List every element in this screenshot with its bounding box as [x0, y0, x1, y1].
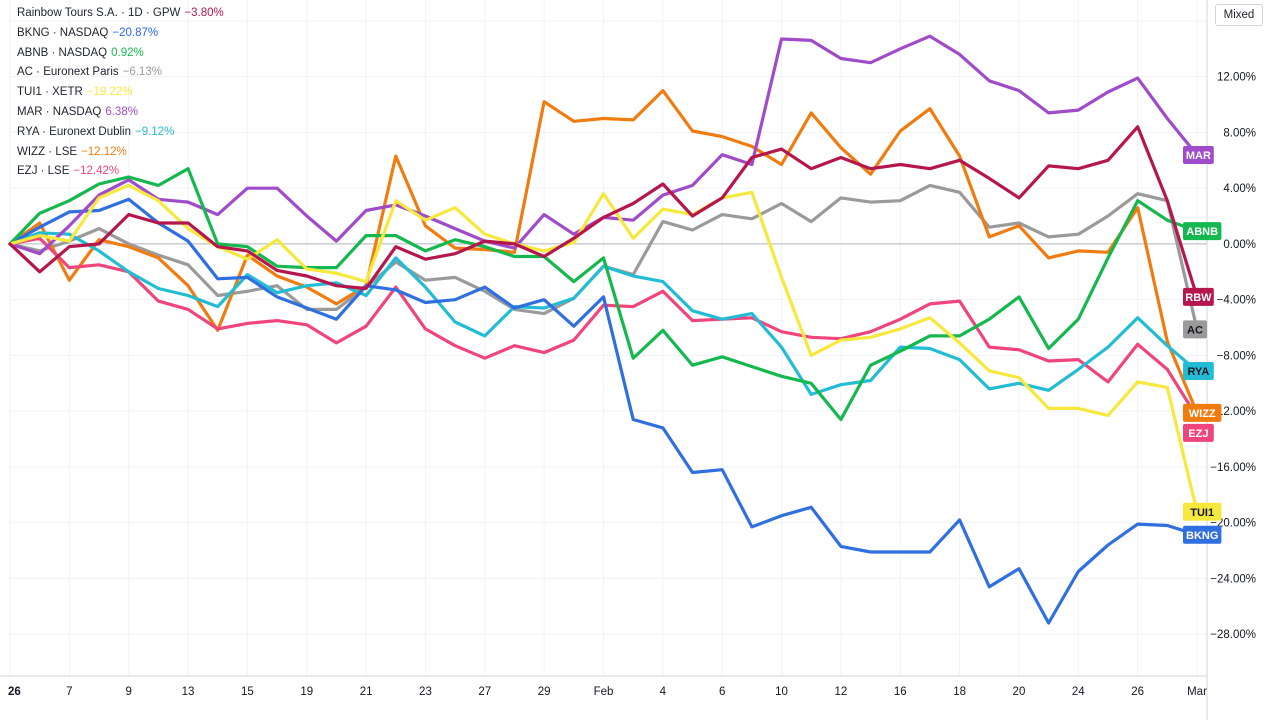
x-tick-label: 26	[8, 686, 21, 698]
grid-lines	[9, 0, 1207, 676]
x-tick-label: 7	[66, 686, 72, 698]
legend-symbol: RYA · Euronext Dublin	[17, 125, 131, 138]
series-tag-mar: MAR	[1183, 145, 1214, 164]
series-tag-label: RYA	[1187, 366, 1209, 378]
y-tick-label: −28.00%	[1210, 629, 1256, 641]
legend-item[interactable]: Rainbow Tours S.A. · 1D · GPW −3.80%	[17, 4, 224, 24]
legend-item[interactable]: MAR · NASDAQ 6.38%	[17, 103, 224, 123]
x-tick-label: 10	[775, 686, 788, 698]
x-tick-label: 18	[953, 686, 966, 698]
series-tag-rbw: RBW	[1183, 287, 1214, 306]
series-line-rya[interactable]	[8, 231, 1199, 396]
series-line-ezj[interactable]	[8, 236, 1199, 419]
legend-item[interactable]: BKNG · NASDAQ −20.87%	[17, 24, 224, 44]
y-tick-label: −4.00%	[1217, 295, 1256, 307]
series-lines	[8, 34, 1199, 625]
y-tick-label: 4.00%	[1223, 183, 1256, 195]
legend-symbol: AC · Euronext Paris	[17, 66, 119, 79]
series-tag-ac: AC	[1183, 320, 1207, 339]
y-tick-label: 8.00%	[1223, 127, 1256, 139]
legend-change: 6.38%	[105, 105, 138, 118]
series-tag-label: EZJ	[1188, 428, 1208, 440]
series-tag-label: RBW	[1185, 292, 1212, 304]
series-tag-tui1: TUI1	[1183, 502, 1222, 521]
series-tag-label: TUI1	[1190, 507, 1214, 519]
legend-symbol: BKNG · NASDAQ	[17, 26, 109, 39]
legend-symbol: TUI1 · XETR	[17, 86, 83, 99]
time-scale[interactable]: 26 7 9 13 15 19 21 23 27 29 Feb 4 6 10 12 16 18 20 24 26 Mar	[8, 686, 1207, 698]
series-line-abnb[interactable]	[8, 167, 1199, 422]
legend-item[interactable]: WIZZ · LSE −12.12%	[17, 143, 224, 163]
legend-change: −12.12%	[81, 145, 127, 158]
legend-change: −6.13%	[122, 66, 162, 79]
x-tick-label: 24	[1072, 686, 1085, 698]
legend-item[interactable]: RYA · Euronext Dublin −9.12%	[17, 123, 224, 143]
y-tick-label: −12.00%	[1210, 406, 1256, 418]
series-tag-ezj: EZJ	[1183, 423, 1214, 442]
legend-item[interactable]: EZJ · LSE −12.42%	[17, 162, 224, 182]
y-tick-label: −16.00%	[1210, 462, 1256, 474]
legend-change: −9.12%	[135, 125, 175, 138]
x-tick-label: 16	[894, 686, 907, 698]
legend-change: −20.87%	[112, 26, 159, 39]
x-tick-label: 26	[1131, 686, 1144, 698]
x-tick-label: 12	[835, 686, 848, 698]
x-tick-label: 6	[719, 686, 725, 698]
legend-item[interactable]: AC · Euronext Paris −6.13%	[17, 63, 224, 83]
series-tags: MAR ABNB RBW AC RYA WIZZ EZJ TUI1 BKNG	[1183, 145, 1222, 544]
legend-symbol: MAR · NASDAQ	[17, 105, 102, 118]
series-line-bkng[interactable]	[8, 197, 1199, 625]
legend-symbol: Rainbow Tours S.A. · 1D · GPW	[17, 7, 181, 19]
scale-mode-button[interactable]: Mixed	[1215, 4, 1263, 26]
series-tag-label: ABNB	[1186, 226, 1218, 238]
legend-change: 0.92%	[111, 46, 144, 59]
x-tick-label: 9	[125, 686, 131, 698]
y-tick-label: −8.00%	[1217, 350, 1256, 362]
legend-symbol: WIZZ · LSE	[17, 145, 78, 158]
y-tick-label: 12.00%	[1217, 72, 1256, 84]
price-scale[interactable]: 16.00%12.00%8.00%4.00%0.00%−4.00%−8.00%−…	[1210, 16, 1256, 641]
y-tick-label: 0.00%	[1223, 239, 1256, 251]
series-tag-wizz: WIZZ	[1183, 403, 1222, 422]
series-tag-label: BKNG	[1186, 530, 1218, 542]
legend-item[interactable]: ABNB · NASDAQ 0.92%	[17, 44, 224, 64]
y-tick-label: −24.00%	[1210, 573, 1256, 585]
legend-item[interactable]: TUI1 · XETR −19.22%	[17, 83, 224, 103]
series-line-wizz[interactable]	[8, 88, 1199, 415]
x-tick-label: Feb	[594, 686, 614, 698]
x-tick-label: 19	[300, 686, 313, 698]
legend-change: −3.80%	[184, 7, 224, 19]
series-tag-rya: RYA	[1183, 362, 1214, 381]
x-tick-label: 20	[1013, 686, 1026, 698]
x-tick-label: 23	[419, 686, 432, 698]
legend-change: −19.22%	[86, 86, 133, 99]
series-tag-label: WIZZ	[1189, 408, 1216, 420]
series-line-rbw[interactable]	[8, 125, 1199, 299]
x-tick-label: 13	[182, 686, 195, 698]
series-tag-label: AC	[1187, 324, 1203, 336]
y-tick-label: −20.00%	[1210, 518, 1256, 530]
x-tick-label: 27	[478, 686, 491, 698]
legend-symbol: ABNB · NASDAQ	[17, 46, 108, 59]
x-tick-label: 4	[660, 686, 667, 698]
series-tag-label: MAR	[1186, 150, 1211, 162]
legend-symbol: EZJ · LSE	[17, 165, 70, 178]
x-tick-label: 21	[360, 686, 373, 698]
x-tick-label: 29	[538, 686, 551, 698]
series-tag-bkng: BKNG	[1183, 525, 1222, 544]
x-tick-label: 15	[241, 686, 254, 698]
legend-change: −12.42%	[73, 165, 120, 178]
series-tag-abnb: ABNB	[1183, 222, 1222, 241]
x-tick-label: Mar	[1187, 686, 1207, 698]
legend: Rainbow Tours S.A. · 1D · GPW −3.80% BKNG …	[17, 4, 224, 182]
